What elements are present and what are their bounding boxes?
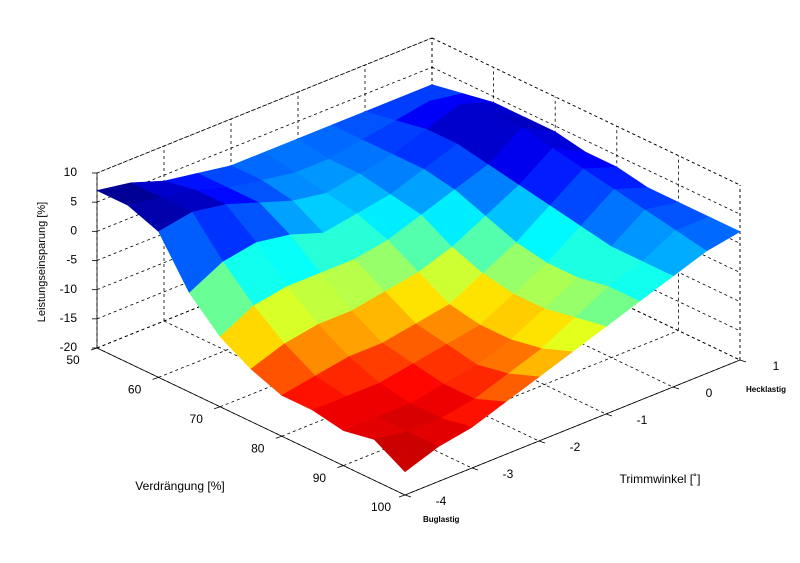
x-tick-label: 60: [128, 383, 142, 397]
y-tick-label: -1: [637, 413, 648, 427]
annotation: Hecklastig: [746, 385, 786, 394]
tick-mark: [739, 359, 747, 363]
x-axis-label: Verdrängung [%]: [135, 479, 224, 493]
y-tick-label: 0: [706, 386, 713, 400]
y-tick-label: -3: [503, 467, 514, 481]
z-tick-label: 10: [64, 165, 78, 179]
y-tick-label: 1: [773, 359, 780, 373]
y-tick-label: -2: [570, 440, 581, 454]
tick-mark: [275, 435, 282, 439]
y-axis-label: Trimmwinkel [˚]: [620, 472, 701, 486]
tick-mark: [605, 413, 613, 417]
z-tick-label: -15: [60, 311, 78, 325]
tick-mark: [404, 494, 412, 498]
z-axis-label: Leistungseinsparung [%]: [36, 202, 48, 322]
z-tick-label: 5: [70, 194, 77, 208]
z-tick-label: -5: [66, 253, 77, 267]
grid-line: [96, 37, 433, 174]
z-tick-label: 0: [70, 224, 77, 238]
tick-mark: [337, 465, 344, 468]
z-tick-label: -10: [60, 282, 78, 296]
tick-mark: [90, 347, 98, 351]
tick-mark: [214, 406, 221, 410]
annotation: Buglastig: [423, 515, 460, 524]
x-tick-label: 70: [190, 412, 204, 426]
x-tick-label: 80: [251, 441, 265, 455]
axis-line: [404, 359, 741, 496]
grid-line: [431, 66, 741, 215]
tick-mark: [672, 386, 680, 390]
y-tick-label: -4: [436, 494, 447, 508]
tick-mark: [471, 467, 479, 471]
tick-mark: [152, 377, 159, 380]
grid-line: [96, 66, 433, 203]
surface-face: [373, 431, 440, 473]
tick-mark: [398, 494, 406, 498]
tick-mark: [538, 440, 546, 444]
axis-line: [96, 347, 406, 496]
x-tick-label: 50: [66, 353, 80, 367]
x-tick-label: 100: [371, 500, 391, 514]
grid-line: [431, 37, 741, 186]
x-tick-label: 90: [313, 471, 327, 485]
z-tick-label: -20: [60, 340, 78, 354]
